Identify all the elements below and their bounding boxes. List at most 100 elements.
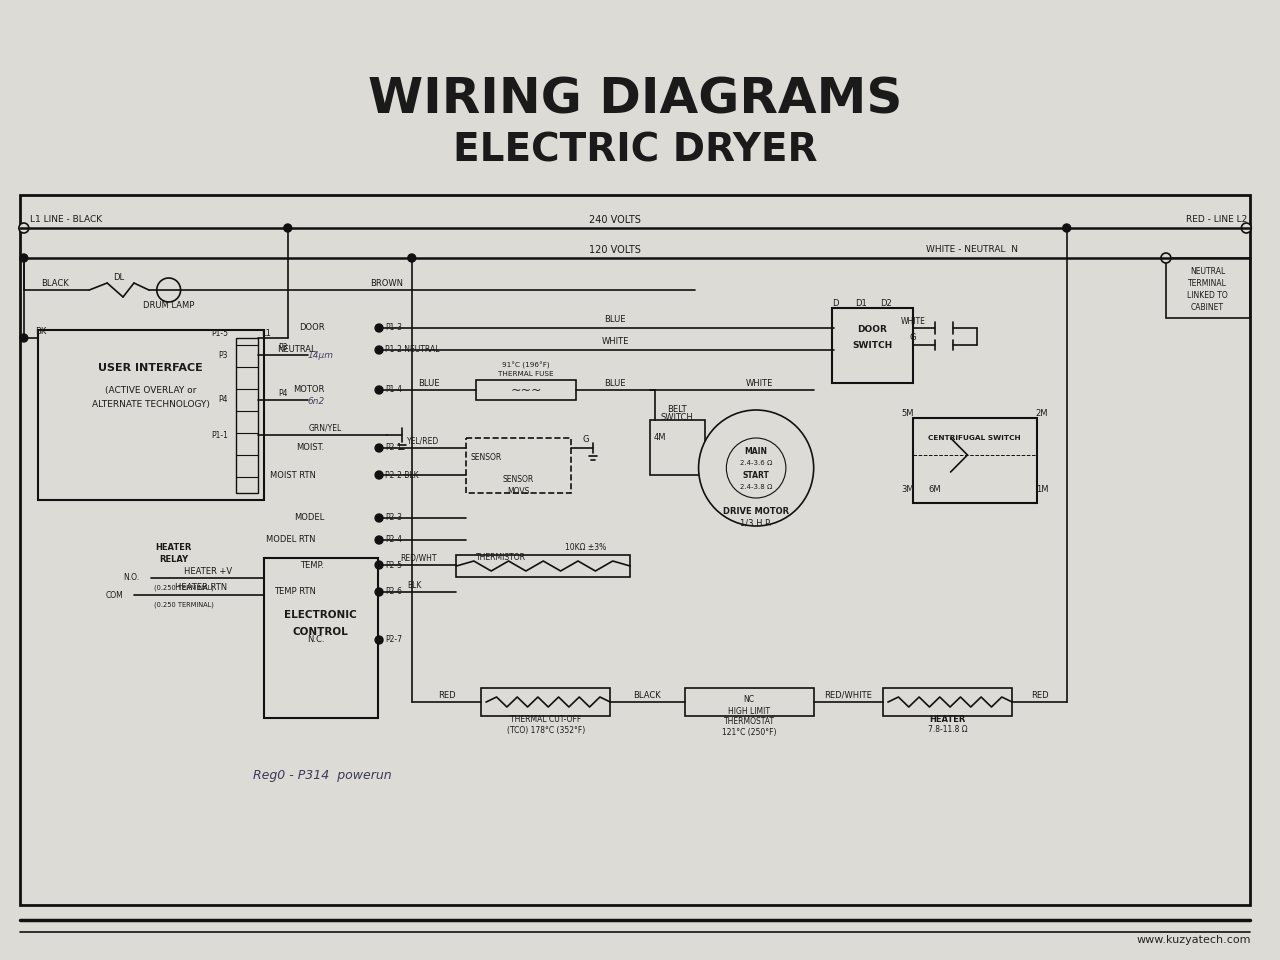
Text: 91°C (196°F): 91°C (196°F) [502,361,549,369]
Text: P4: P4 [219,396,228,404]
Text: NEUTRAL: NEUTRAL [276,346,316,354]
Text: BELT: BELT [667,405,686,415]
Circle shape [699,410,814,526]
Text: BLACK: BLACK [41,278,68,287]
Circle shape [284,224,292,232]
Text: (0.250 TERMINAL): (0.250 TERMINAL) [154,602,214,609]
Text: P2-5: P2-5 [385,561,402,569]
Text: CONTROL: CONTROL [293,627,348,637]
Bar [264,558,378,718]
Text: TEMP.: TEMP. [301,561,324,569]
Text: 2M: 2M [1036,409,1048,418]
Circle shape [1161,253,1171,263]
Text: SENSOR: SENSOR [471,453,502,463]
Text: P2-1: P2-1 [385,444,402,452]
Text: BK: BK [35,327,46,337]
Text: LINKED TO: LINKED TO [1188,292,1228,300]
Bar [466,438,571,493]
Text: L1: L1 [261,328,271,338]
Text: D1: D1 [855,299,867,307]
Circle shape [375,514,383,522]
Text: ALTERNATE TECHNOLOGY): ALTERNATE TECHNOLOGY) [92,400,210,410]
Text: (ACTIVE OVERLAY or: (ACTIVE OVERLAY or [105,386,197,395]
Text: 120 VOLTS: 120 VOLTS [589,245,641,255]
Text: WHITE: WHITE [745,378,773,388]
Text: BLUE: BLUE [604,316,626,324]
Text: MODEL RTN: MODEL RTN [266,536,316,544]
Text: 3M: 3M [901,486,914,494]
Text: HEATER +V: HEATER +V [184,566,233,575]
Circle shape [375,386,383,394]
Bar [457,555,630,577]
Text: HIGH LIMIT: HIGH LIMIT [728,708,771,716]
Text: (TCO) 178°C (352°F): (TCO) 178°C (352°F) [507,726,585,734]
Text: 4M: 4M [654,434,666,443]
Text: TERMINAL: TERMINAL [1188,279,1228,289]
Text: SWITCH: SWITCH [852,341,892,349]
Text: DOOR: DOOR [298,324,324,332]
Text: MODEL: MODEL [294,514,324,522]
Text: WHITE: WHITE [602,338,628,347]
Text: ~~~: ~~~ [511,383,541,396]
Bar [913,418,1037,503]
Text: MOTOR: MOTOR [293,386,324,395]
Text: P2-7: P2-7 [385,636,402,644]
Text: G: G [910,333,916,343]
Bar [481,688,611,716]
Text: SWITCH: SWITCH [660,414,692,422]
Text: GRN/YEL: GRN/YEL [308,423,342,433]
Text: 7.8-11.8 Ω: 7.8-11.8 Ω [928,726,968,734]
Text: ELECTRIC DRYER: ELECTRIC DRYER [453,131,818,169]
Circle shape [19,223,28,233]
Text: 6M: 6M [928,486,941,494]
Bar [20,195,1251,905]
Text: 121°C (250°F): 121°C (250°F) [722,729,777,737]
Text: 1/3 H.P.: 1/3 H.P. [740,518,772,527]
Circle shape [375,471,383,479]
Text: RED: RED [438,690,456,700]
Circle shape [408,254,416,262]
Circle shape [1062,224,1070,232]
Text: P1-2 NEUTRAL: P1-2 NEUTRAL [385,346,439,354]
Text: 5M: 5M [901,409,914,418]
Text: BROWN: BROWN [370,278,403,287]
Text: RED/WHT: RED/WHT [401,554,436,563]
Bar [237,338,259,493]
Text: P1-3: P1-3 [385,324,402,332]
Text: P1-1: P1-1 [211,430,228,440]
Circle shape [20,334,28,342]
Text: 14μm: 14μm [307,350,334,359]
Text: DRIVE MOTOR: DRIVE MOTOR [723,508,790,516]
Circle shape [156,278,180,302]
Bar [883,688,1012,716]
Bar [476,380,576,400]
Text: P2-3: P2-3 [385,514,402,522]
Text: RED - LINE L2: RED - LINE L2 [1185,215,1247,225]
Circle shape [375,346,383,354]
Text: G: G [582,436,589,444]
Text: BLACK: BLACK [634,690,660,700]
Text: 240 VOLTS: 240 VOLTS [589,215,641,225]
Text: HEATER: HEATER [929,715,966,725]
Text: NEUTRAL: NEUTRAL [1190,268,1225,276]
Text: ELECTRONIC: ELECTRONIC [284,610,357,620]
Text: WHITE - NEUTRAL  N: WHITE - NEUTRAL N [927,246,1019,254]
Text: COM: COM [105,590,123,599]
Text: P2-2 BLK: P2-2 BLK [385,470,419,479]
Text: CENTRIFUGAL SWITCH: CENTRIFUGAL SWITCH [928,435,1020,441]
Circle shape [20,254,28,262]
Bar [685,688,814,716]
Text: D2: D2 [881,299,892,307]
Text: 2.4-3.6 Ω: 2.4-3.6 Ω [740,460,772,466]
Circle shape [375,561,383,569]
Text: BLUE: BLUE [604,378,626,388]
Text: 6n2: 6n2 [307,397,325,406]
Text: NC: NC [744,695,755,705]
Text: N.C.: N.C. [307,636,324,644]
Text: RELAY: RELAY [159,556,188,564]
Text: P2-4: P2-4 [385,536,402,544]
Text: HEATER RTN: HEATER RTN [175,584,228,592]
Bar [37,330,264,500]
Text: D: D [832,299,838,307]
Bar [650,420,704,475]
